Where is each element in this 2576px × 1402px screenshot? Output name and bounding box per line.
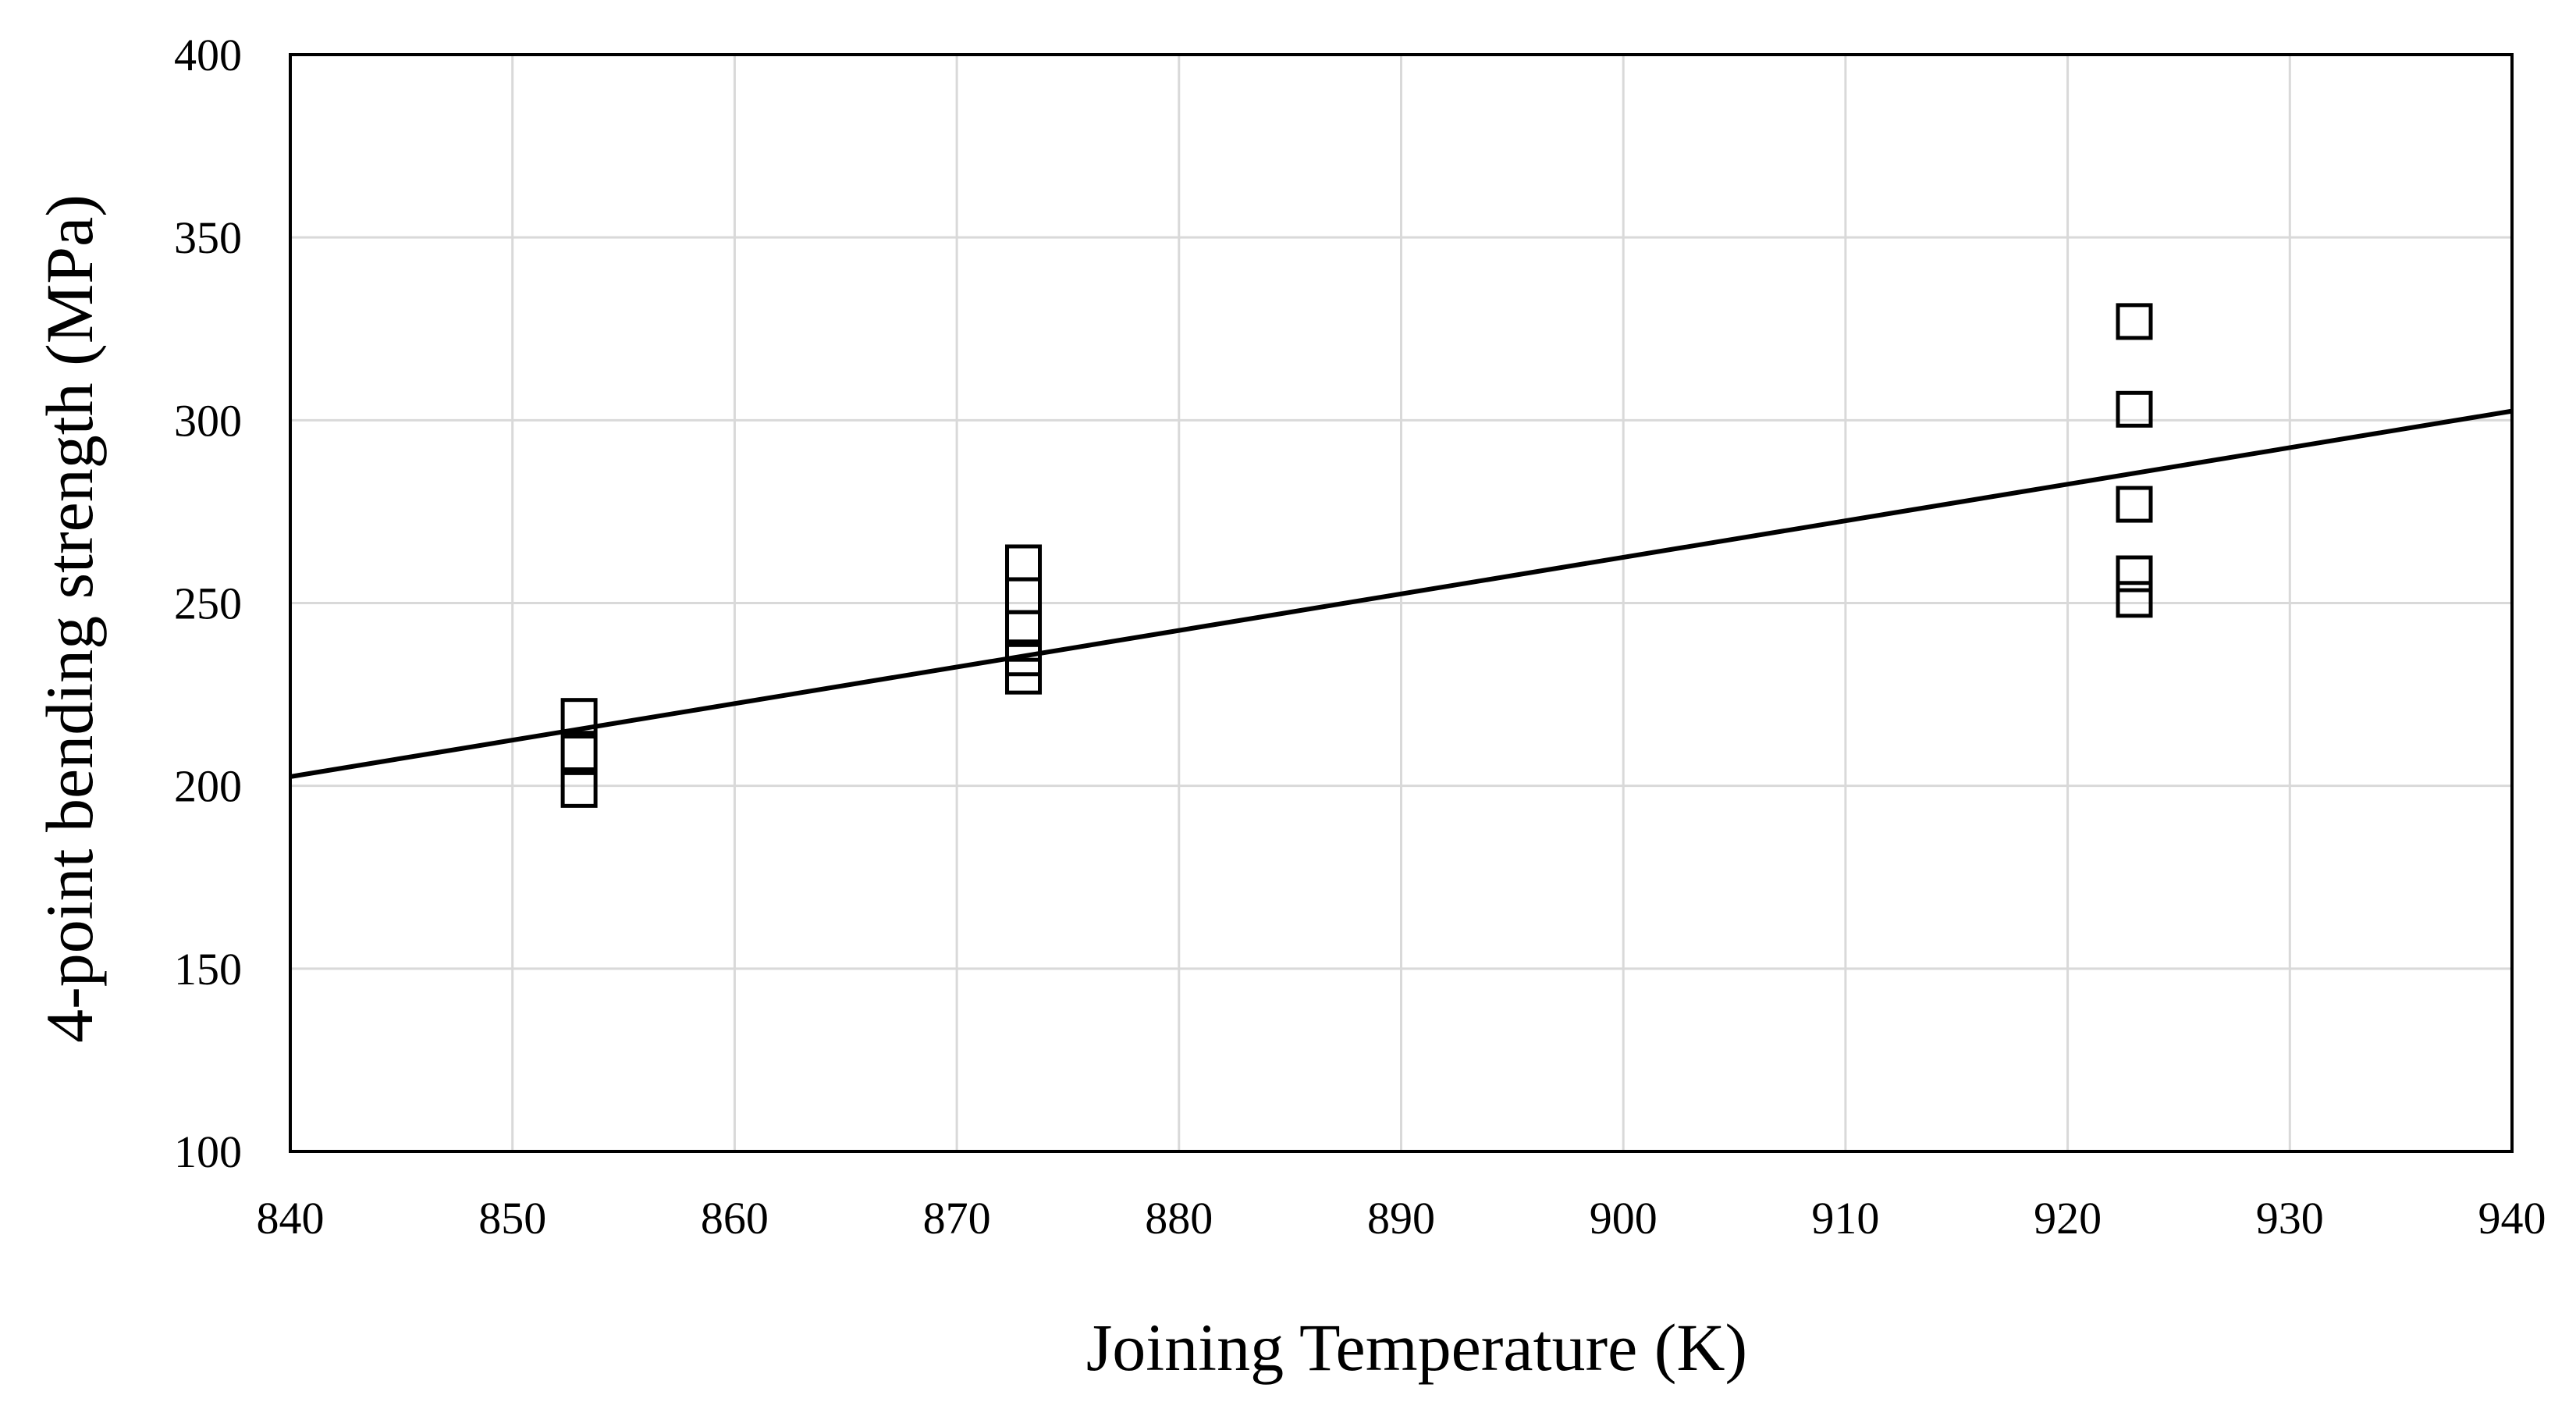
linear-trendline bbox=[290, 408, 2513, 779]
data-point-873-243-5 bbox=[1005, 610, 1043, 647]
data-point-923-251-12 bbox=[2116, 581, 2153, 618]
y-tick-label-150: 150 bbox=[174, 944, 242, 995]
x-tick-label-910: 910 bbox=[1811, 1193, 1879, 1244]
x-tick-label-890: 890 bbox=[1367, 1193, 1435, 1244]
data-point-873-230-7 bbox=[1005, 657, 1043, 695]
data-point-853-209-1 bbox=[560, 735, 598, 772]
y-tick-label-350: 350 bbox=[174, 212, 242, 263]
y-tick-label-250: 250 bbox=[174, 578, 242, 629]
y-tick-label-300: 300 bbox=[174, 395, 242, 446]
y-tick-label-400: 400 bbox=[174, 30, 242, 80]
y-axis-title: 4-point bending strength (MPa) bbox=[32, 194, 107, 1043]
data-points bbox=[560, 303, 2153, 808]
x-tick-label-870: 870 bbox=[923, 1193, 991, 1244]
x-tick-label-940: 940 bbox=[2478, 1193, 2546, 1244]
x-tick-label-920: 920 bbox=[2034, 1193, 2102, 1244]
data-point-853-199-2 bbox=[560, 770, 598, 808]
gridlines bbox=[290, 55, 2512, 1151]
data-point-923-277-10 bbox=[2116, 486, 2153, 523]
x-tick-label-900: 900 bbox=[1590, 1193, 1658, 1244]
y-tick-label-100: 100 bbox=[174, 1126, 242, 1177]
x-tick-labels: 840 850 860 870 880 890 900 910 920 930 940 bbox=[257, 1193, 2546, 1244]
trendline-group bbox=[290, 408, 2513, 779]
data-point-923-303-9 bbox=[2116, 390, 2153, 428]
data-point-923-327-8 bbox=[2116, 303, 2153, 340]
x-tick-label-930: 930 bbox=[2256, 1193, 2324, 1244]
y-tick-label-200: 200 bbox=[174, 761, 242, 812]
plot-frame bbox=[289, 53, 2514, 1153]
data-point-923-258-11 bbox=[2116, 555, 2153, 592]
x-axis-title: Joining Temperature (K) bbox=[1086, 1310, 1747, 1385]
y-tick-labels: 100 150 200 250 300 350 400 bbox=[174, 30, 242, 1177]
x-tick-label-860: 860 bbox=[701, 1193, 769, 1244]
data-point-853-219-0 bbox=[560, 698, 598, 735]
x-tick-label-850: 850 bbox=[478, 1193, 546, 1244]
x-tick-label-880: 880 bbox=[1145, 1193, 1213, 1244]
plot-area-border bbox=[289, 53, 2514, 1153]
x-tick-label-840: 840 bbox=[257, 1193, 325, 1244]
